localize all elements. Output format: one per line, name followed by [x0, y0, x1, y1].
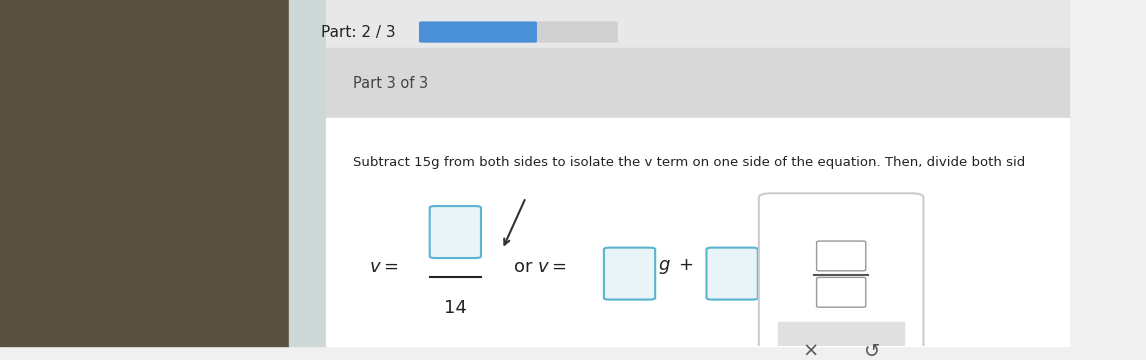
FancyBboxPatch shape	[430, 206, 481, 258]
Text: $v =$: $v =$	[369, 258, 398, 276]
FancyBboxPatch shape	[817, 241, 865, 271]
Bar	[325, 0, 1069, 49]
Text: ×: ×	[802, 342, 818, 360]
Bar	[325, 118, 1069, 346]
FancyBboxPatch shape	[759, 193, 924, 360]
Bar	[778, 322, 904, 360]
FancyBboxPatch shape	[419, 22, 618, 42]
Bar	[325, 49, 1069, 118]
Text: Subtract 15g from both sides to isolate the v term on one side of the equation. : Subtract 15g from both sides to isolate …	[353, 156, 1025, 169]
Text: 14: 14	[444, 299, 466, 317]
Text: $g\ +$: $g\ +$	[659, 257, 694, 276]
Bar	[0, 0, 289, 346]
Text: Part: 2 / 3: Part: 2 / 3	[321, 24, 395, 40]
Text: ↺: ↺	[864, 342, 880, 360]
FancyBboxPatch shape	[419, 22, 537, 42]
FancyBboxPatch shape	[706, 248, 758, 300]
Text: $\mathrm{or}\ v =$: $\mathrm{or}\ v =$	[513, 258, 566, 276]
FancyBboxPatch shape	[604, 248, 656, 300]
FancyBboxPatch shape	[817, 278, 865, 307]
Bar	[289, 0, 325, 346]
Text: Part 3 of 3: Part 3 of 3	[353, 76, 427, 91]
